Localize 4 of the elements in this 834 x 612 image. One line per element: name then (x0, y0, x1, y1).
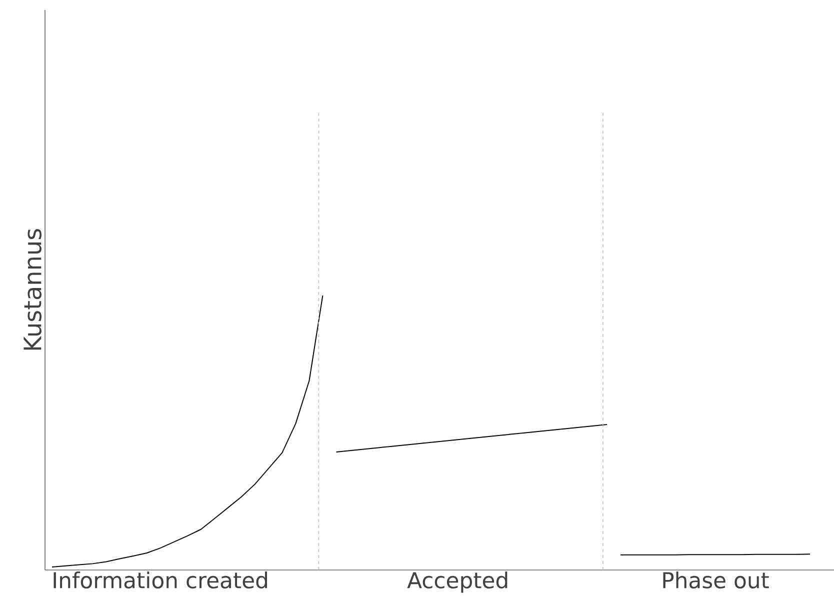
x-tick-label: Information created (54, 572, 267, 588)
x-tick-label: Phase out (663, 572, 769, 588)
y-axis-title: Kustannus (24, 229, 42, 350)
x-tick-label: Accepted (407, 572, 508, 593)
